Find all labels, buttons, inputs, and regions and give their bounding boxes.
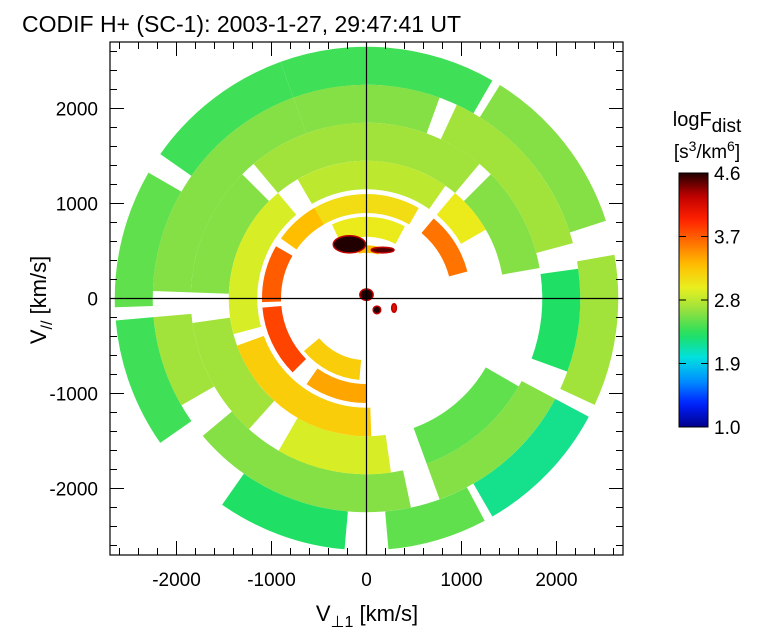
x-axis-label: V⊥1 [km/s] [316,601,418,631]
x-tick-label: -2000 [152,570,201,591]
x-axis-label-unit: [km/s] [353,601,418,626]
ring-0-sector-4 [385,487,485,550]
ring-1-sector-1 [440,104,573,254]
ring-2-sector-2 [413,367,519,464]
colorbar-tick-label: 4.6 [714,164,740,185]
ring-0-sector-8 [160,61,294,176]
y-tick-label: -2000 [49,480,98,501]
colorbar-label: logFdist [673,109,742,137]
ring-4-sector-3 [262,305,307,373]
colorbar-tick-label: 3.7 [714,228,740,249]
colorbar-tick-label: 1.0 [714,418,740,439]
ring-1-sector-5 [153,313,215,406]
colorbar-tick-label: 1.9 [714,355,740,376]
core-blob-0 [332,235,367,254]
y-axis-label-unit: [km/s] [26,256,51,321]
ring-4-sector-1 [421,218,468,277]
y-tick-label: -1000 [49,385,98,406]
ring-0-sector-5 [222,473,348,550]
y-tick-label: 0 [87,290,98,311]
x-tick-label: 2000 [535,570,577,591]
colorbar-label-main: logF [673,109,712,131]
ring-3-sector-2 [237,335,372,437]
ring-2-sector-3 [278,417,391,475]
colorbar-ticks: 4.6 3.7 2.8 1.9 1.0 [679,164,740,439]
y-tick-label: 1000 [56,195,98,216]
ring-3-sector-1 [436,192,486,244]
y-axis-label-sub: // [39,320,56,329]
colorbar: logFdist [s3/km6] 4.6 3.7 2.8 1.9 1.0 [673,109,742,439]
ring-2-sector-1 [463,174,540,275]
ring-4-sector-0 [306,194,419,229]
colorbar-unit-close: ] [735,142,740,163]
ring-0-sector-1 [479,85,606,233]
ring-0-sector-2 [560,254,619,405]
x-axis-label-main: V [316,601,331,626]
ring-1-sector-2 [531,268,581,372]
y-tick-label: 2000 [56,100,98,121]
plot-axes: -2000 -1000 0 1000 2000 -2000 -1000 0 1000 2000 [49,41,624,591]
colorbar-unit-sup1: 3 [689,138,697,154]
colorbar-tick-label: 2.8 [714,291,740,312]
ring-1-sector-4 [202,411,411,513]
ring-2-sector-4 [192,317,275,430]
x-tick-label: -1000 [247,570,296,591]
x-tick-label: 1000 [440,570,482,591]
chart-title: CODIF H+ (SC-1): 2003-1-27, 29:47:41 UT [22,11,461,37]
ring-1-sector-3 [426,381,556,500]
ring-1-sector-6 [152,97,307,293]
ring-2-sector-5 [190,174,270,294]
ring-0-sector-0 [280,46,493,114]
colorbar-unit: [s3/km6] [674,138,740,163]
ring-0-sector-6 [115,317,192,443]
ring-0-sector-3 [473,398,589,517]
ring-4-sector-2 [306,368,367,403]
colorbar-label-sub: dist [712,116,742,137]
x-tick-label: 0 [361,570,372,591]
x-axis-label-sub: ⊥1 [331,614,354,631]
colorbar-unit-sup2: 6 [727,138,735,154]
y-axis-label: V// [km/s] [26,256,56,344]
core-blob-1 [370,246,395,254]
core-blob-3 [372,305,382,315]
colorbar-unit-open: [s [674,142,689,163]
ring-4-sector-5 [280,208,324,250]
core-blob-4 [390,302,398,314]
colorbar-unit-mid: /km [696,142,727,163]
ring-4-sector-4 [262,246,293,303]
ring-0-sector-7 [114,172,182,308]
ring-5-sector-1 [303,338,362,380]
y-axis-label-main: V [26,329,51,344]
ring-3-sector-0 [297,160,446,210]
